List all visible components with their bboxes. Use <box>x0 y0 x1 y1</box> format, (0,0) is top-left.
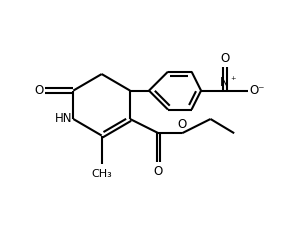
Text: O: O <box>178 118 187 131</box>
Text: N: N <box>220 76 229 89</box>
Text: O: O <box>35 84 44 97</box>
Text: O⁻: O⁻ <box>249 84 265 97</box>
Text: CH₃: CH₃ <box>91 169 112 179</box>
Text: HN: HN <box>55 113 72 125</box>
Text: ⁺: ⁺ <box>231 76 236 86</box>
Text: O: O <box>154 165 163 178</box>
Text: O: O <box>220 52 229 64</box>
